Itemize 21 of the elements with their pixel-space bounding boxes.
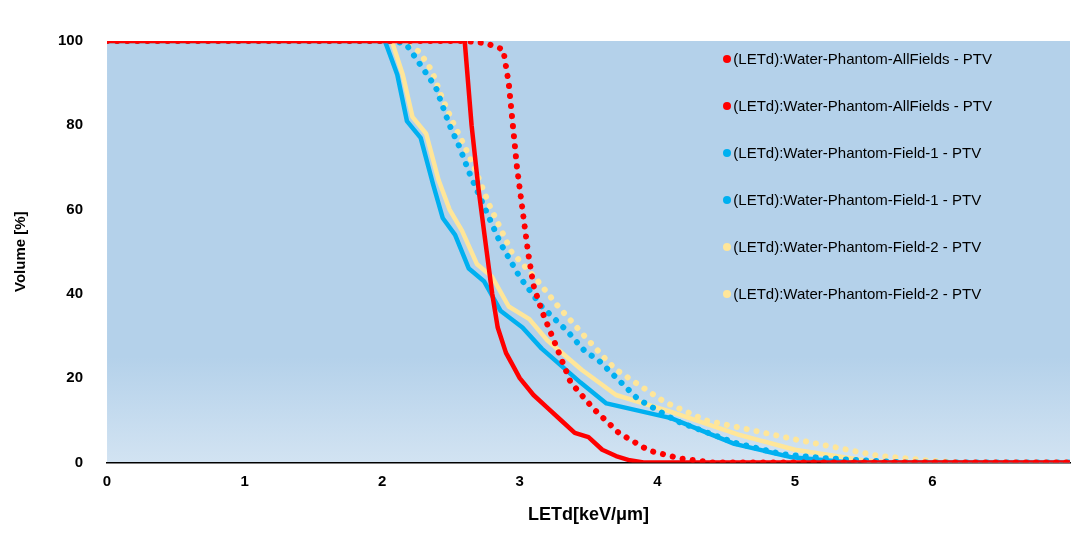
x-tick-label: 1 <box>240 471 249 489</box>
legend-label: (LETd):Water-Phantom-Field-2 - PTV <box>733 285 982 302</box>
x-tick-label: 3 <box>515 471 524 489</box>
legend-label: (LETd):Water-Phantom-Field-1 - PTV <box>733 144 982 161</box>
y-tick-label: 60 <box>66 199 84 217</box>
x-tick-label: 2 <box>377 471 387 489</box>
y-tick-label: 0 <box>74 452 84 470</box>
y-tick-label: 20 <box>66 368 84 386</box>
y-tick-label: 80 <box>66 115 84 133</box>
x-tick-label: 4 <box>653 471 663 489</box>
x-tick-label: 5 <box>790 471 800 489</box>
y-axis-title: Volume [%] <box>11 211 29 292</box>
y-tick-label: 100 <box>58 31 84 49</box>
legend-label: (LETd):Water-Phantom-Field-2 - PTV <box>733 238 982 255</box>
legend-label: (LETd):Water-Phantom-AllFields - PTV <box>733 50 992 67</box>
x-tick-label: 6 <box>928 471 937 489</box>
y-tick-label: 40 <box>66 283 84 301</box>
legend-label: (LETd):Water-Phantom-Field-1 - PTV <box>733 191 982 208</box>
x-axis-title: LETd[keV/μm] <box>528 504 650 525</box>
legend-label: (LETd):Water-Phantom-AllFields - PTV <box>733 97 992 114</box>
x-tick-label: 0 <box>102 471 112 489</box>
